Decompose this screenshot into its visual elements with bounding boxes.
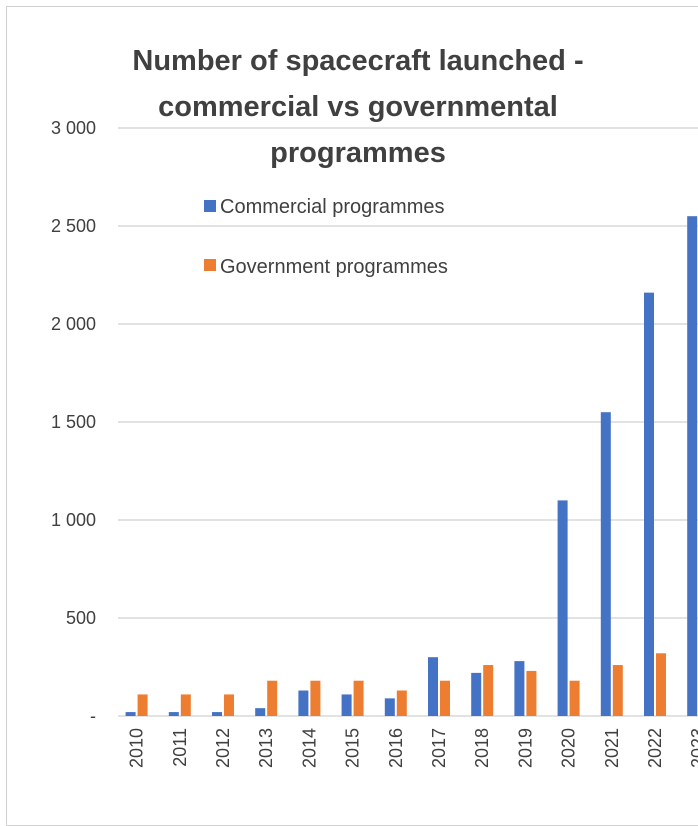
bar-commercial-2022 [644,292,654,716]
bar-government-2017 [440,680,450,716]
bar-commercial-2020 [557,500,568,716]
bar-government-2011 [180,694,191,716]
x-tick-label: 2010 [127,728,147,768]
legend-swatch-commercial [204,200,216,212]
bar-commercial-2011 [168,712,179,716]
bar-government-2015 [353,680,364,716]
y-tick-label: 3 000 [51,118,96,138]
bar-commercial-2021 [600,412,611,716]
y-axis-tick-labels: - 500 1 000 1 500 2 000 2 500 3 000 [51,118,96,726]
bar-commercial-2014 [298,690,309,716]
x-tick-label: 2018 [472,728,492,768]
bars [125,216,698,716]
x-tick-label: 2023 [688,728,698,768]
x-tick-label: 2016 [386,728,406,768]
bar-government-2021 [612,665,623,716]
chart-title-line-3: programmes [270,137,446,169]
bar-government-2012 [224,694,234,716]
y-tick-label: 2 000 [51,314,96,334]
legend-label-government: Government programmes [220,256,448,278]
bar-commercial-2023 [687,216,698,716]
bar-commercial-2018 [471,672,482,716]
legend: Commercial programmes Government program… [204,196,448,278]
bar-government-2010 [137,694,148,716]
x-tick-label: 2019 [515,728,535,768]
y-tick-label: 2 500 [51,216,96,236]
bar-government-2022 [656,653,666,716]
bar-government-2014 [310,680,321,716]
bar-commercial-2012 [212,712,222,716]
x-tick-label: 2012 [213,728,233,768]
chart-title-line-2: commercial vs governmental [158,91,558,123]
bar-commercial-2017 [428,657,438,716]
x-tick-label: 2011 [170,728,190,767]
x-tick-label: 2021 [602,728,622,768]
bar-commercial-2015 [341,694,352,716]
x-axis-tick-labels: 2010 2011 2012 2013 2014 2015 2016 2017 2018 2019… [127,728,698,768]
bar-commercial-2010 [125,712,136,716]
x-tick-label: 2022 [645,728,665,768]
x-tick-label: 2014 [299,728,319,768]
bar-government-2020 [569,680,580,716]
bar-government-2018 [483,665,494,716]
x-tick-label: 2020 [559,728,579,768]
bar-commercial-2016 [384,698,395,716]
x-tick-label: 2013 [256,728,276,768]
legend-label-commercial: Commercial programmes [220,196,445,218]
bar-government-2019 [526,670,537,716]
x-tick-label: 2017 [429,728,449,768]
x-tick-label: 2015 [343,728,363,768]
bar-commercial-2013 [255,708,266,716]
y-tick-label: - [90,706,96,726]
bar-government-2013 [267,680,278,716]
chart-title-line-1: Number of spacecraft launched - [132,45,583,77]
bar-government-2016 [396,690,407,716]
chart-title: Number of spacecraft launched - commerci… [132,45,583,169]
y-tick-label: 500 [66,608,96,628]
legend-swatch-government [204,259,216,271]
y-tick-label: 1 500 [51,412,96,432]
bar-commercial-2019 [514,661,525,716]
y-tick-label: 1 000 [51,510,96,530]
